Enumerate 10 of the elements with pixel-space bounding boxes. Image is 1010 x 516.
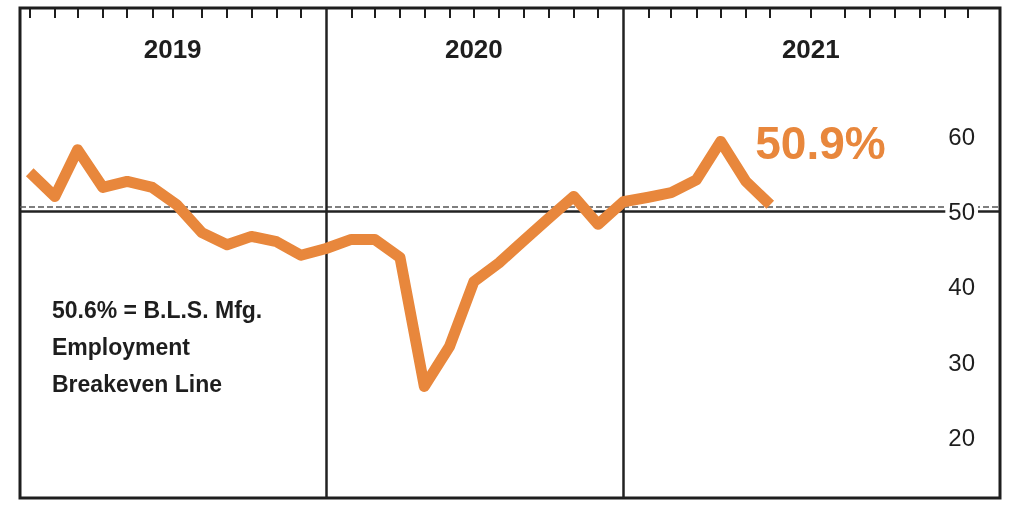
y-tick-label: 50 xyxy=(948,198,975,226)
x-tick-label: 2019 xyxy=(143,34,202,64)
y-tick-label: 20 xyxy=(948,424,975,452)
y-tick-label: 60 xyxy=(948,122,975,150)
y-tick-label: 30 xyxy=(948,348,975,376)
annotation: 50.9% xyxy=(755,116,886,169)
annotation: 50.6% = B.L.S. Mfg. Employment Breakeven Line xyxy=(52,296,264,399)
x-tick-label: 2020 xyxy=(444,34,503,64)
x-tick-label: 2021 xyxy=(781,34,840,64)
y-tick-label: 40 xyxy=(948,273,975,301)
